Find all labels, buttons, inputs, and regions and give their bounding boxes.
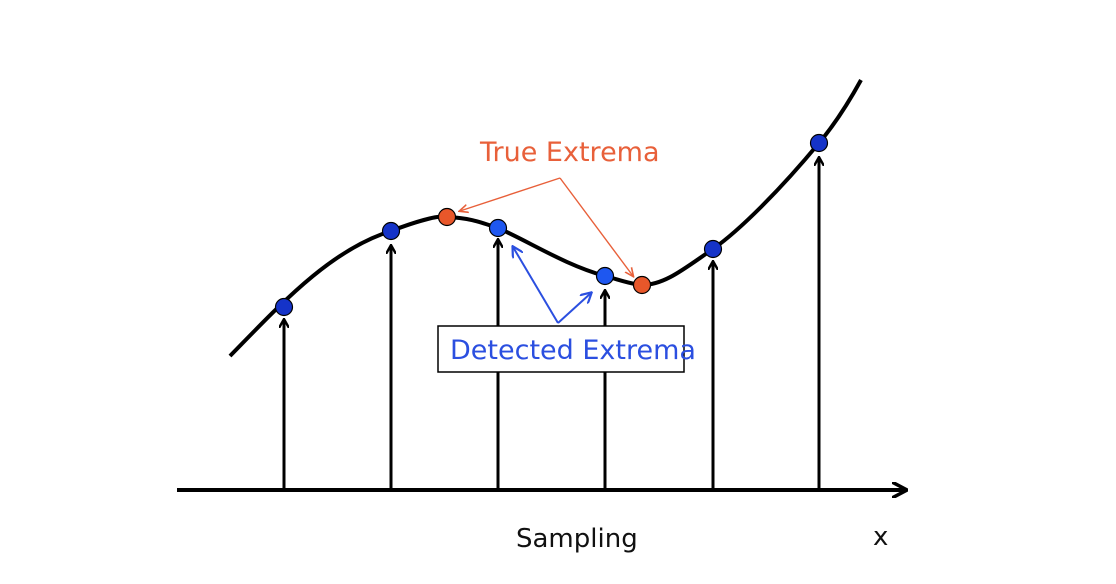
detected-extrema-arrows: [513, 247, 591, 324]
sample-point: [381, 221, 401, 241]
detected-arrow-right: [557, 293, 591, 324]
true-extrema-arrows: [460, 177, 633, 276]
true-extrema-points: [437, 207, 652, 295]
detected-extrema-box: [437, 325, 685, 373]
true-extrema-label: True Extrema: [479, 137, 660, 168]
detected-arrow-left: [513, 247, 559, 324]
detected-point: [488, 218, 508, 238]
sample-point: [703, 239, 723, 259]
sample-point: [809, 133, 829, 153]
x-axis-label: x: [873, 522, 888, 552]
true-arrow-left: [460, 177, 561, 211]
sample-points: [274, 133, 829, 317]
sampling-label: Sampling: [516, 524, 638, 554]
detected-point: [595, 266, 615, 286]
true-extremum-point: [632, 275, 652, 295]
true-extremum-point: [437, 207, 457, 227]
true-arrow-right: [559, 177, 633, 276]
sampling-arrows: [284, 158, 819, 490]
signal-curve: [228, 79, 863, 358]
detected-extrema-label: Detected Extrema: [450, 335, 696, 366]
sample-point: [274, 297, 294, 317]
